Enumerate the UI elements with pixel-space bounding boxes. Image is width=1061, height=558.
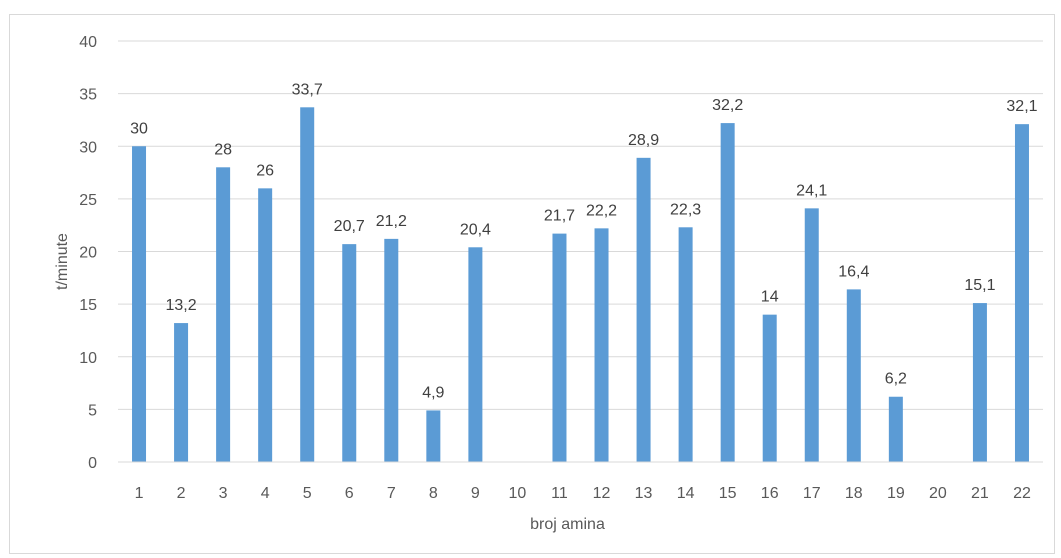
data-label-16: 14 [761, 289, 779, 306]
x-tick-label: 17 [803, 485, 821, 502]
data-label-11: 21,7 [544, 208, 575, 225]
data-label-15: 32,2 [712, 97, 743, 114]
data-label-7: 21,2 [376, 213, 407, 230]
y-tick-label: 0 [88, 455, 97, 472]
data-label-6: 20,7 [334, 218, 365, 235]
y-tick-label: 40 [79, 34, 97, 51]
data-label-17: 24,1 [796, 182, 827, 199]
data-label-19: 6,2 [885, 371, 907, 388]
bar-7 [384, 238, 399, 462]
bar-11 [552, 233, 567, 462]
data-label-3: 28 [214, 141, 232, 158]
bar-17 [804, 208, 819, 462]
x-tick-label: 13 [635, 485, 653, 502]
bar-1 [132, 146, 147, 462]
y-axis-title: t/minute [54, 233, 71, 290]
bar-8 [426, 410, 441, 462]
data-label-9: 20,4 [460, 221, 491, 238]
x-axis-title: broj amina [530, 516, 605, 533]
y-tick-label: 25 [79, 192, 97, 209]
y-tick-label: 15 [79, 297, 97, 314]
data-label-13: 28,9 [628, 132, 659, 149]
x-tick-label: 7 [387, 485, 396, 502]
x-tick-label: 1 [135, 485, 144, 502]
x-tick-label: 10 [509, 485, 527, 502]
y-tick-label: 35 [79, 87, 97, 104]
x-tick-label: 4 [261, 485, 270, 502]
y-axis-ticks: 0 5 10 15 20 25 30 35 40 [79, 34, 97, 472]
y-tick-label: 10 [79, 350, 97, 367]
x-tick-label: 2 [177, 485, 186, 502]
gridlines [118, 40, 1043, 410]
bar-21 [972, 303, 987, 462]
data-label-5: 33,7 [292, 81, 323, 98]
bar-2 [174, 323, 189, 462]
x-tick-label: 11 [551, 485, 568, 502]
y-tick-label: 30 [79, 139, 97, 156]
bar-12 [594, 228, 609, 462]
x-tick-label: 18 [845, 485, 863, 502]
data-label-21: 15,1 [964, 277, 995, 294]
x-axis-ticks: 1 2 3 4 5 6 7 8 9 10 11 12 13 14 15 16 17 18 19 20 21 22 [135, 485, 1031, 502]
x-tick-label: 21 [971, 485, 989, 502]
data-label-12: 22,2 [586, 202, 617, 219]
x-tick-label: 14 [677, 485, 695, 502]
bar-15 [720, 123, 735, 462]
bar-16 [762, 314, 777, 462]
y-tick-label: 20 [79, 245, 97, 262]
x-tick-label: 19 [887, 485, 905, 502]
bar-22 [1014, 124, 1029, 463]
data-label-1: 30 [130, 120, 148, 137]
chart-frame [9, 14, 1055, 554]
bar-5 [300, 107, 315, 463]
bar-9 [468, 247, 483, 462]
data-label-18: 16,4 [838, 263, 869, 280]
data-labels: 30 13,2 28 26 33,7 20,7 21,2 4,9 20,4 21,7 22,2 28,… [130, 81, 1038, 401]
bar-6 [342, 244, 357, 462]
x-tick-label: 8 [429, 485, 438, 502]
bar-19 [888, 396, 903, 462]
bar-18 [846, 289, 861, 462]
x-tick-label: 3 [219, 485, 228, 502]
x-tick-label: 20 [929, 485, 947, 502]
data-label-2: 13,2 [165, 297, 196, 314]
data-label-4: 26 [256, 162, 274, 179]
data-label-8: 4,9 [422, 384, 444, 401]
bar-3 [216, 167, 231, 463]
x-tick-label: 9 [471, 485, 480, 502]
x-tick-label: 22 [1013, 485, 1031, 502]
x-tick-label: 15 [719, 485, 737, 502]
bar-13 [636, 157, 651, 462]
x-tick-label: 5 [303, 485, 312, 502]
bar-4 [258, 188, 273, 462]
x-tick-label: 16 [761, 485, 779, 502]
bars [132, 107, 1029, 463]
bar-14 [678, 227, 693, 462]
data-label-22: 32,1 [1006, 98, 1037, 115]
x-tick-label: 6 [345, 485, 354, 502]
y-tick-label: 5 [88, 402, 97, 419]
x-tick-label: 12 [593, 485, 611, 502]
data-label-14: 22,3 [670, 201, 701, 218]
